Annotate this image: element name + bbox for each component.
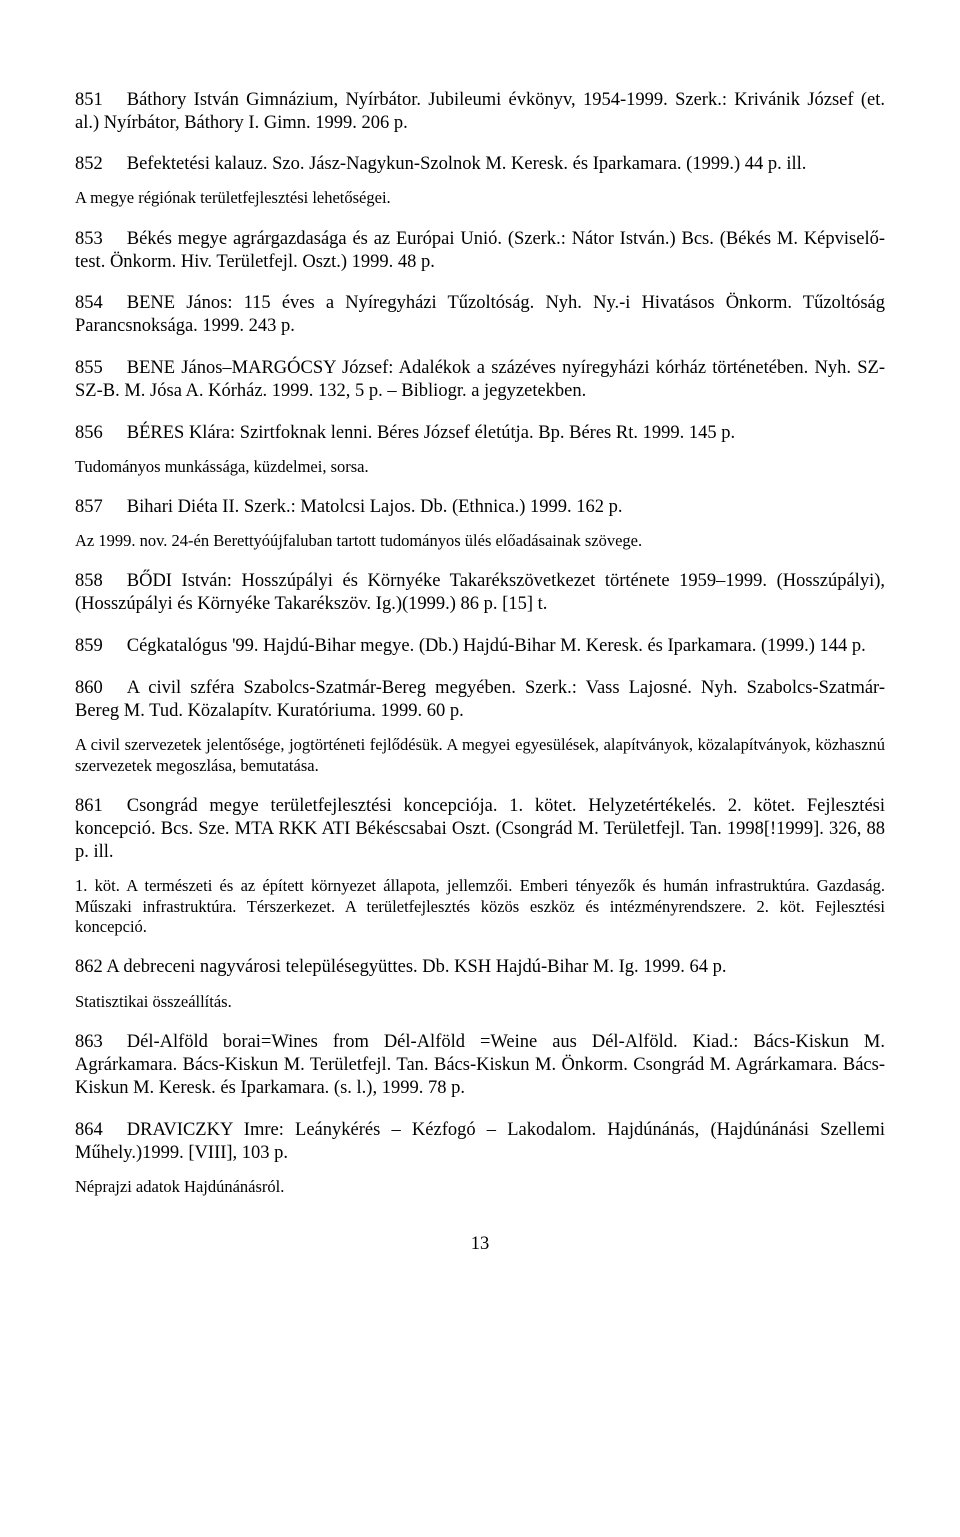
bibliography-entry: 855BENE János–MARGÓCSY József: Adalékok … [75,357,885,403]
bibliography-entry: 857 Bihari Diéta II. Szerk.: Matolcsi Laj… [75,496,885,519]
entry-number: 860 [75,678,103,698]
entry-text: BENE János–MARGÓCSY József: Adalékok a s… [75,358,885,401]
bibliography-entry: 862 A debreceni nagyvárosi településegyü… [75,956,885,979]
bibliography-entry: 856 BÉRES Klára: Szirtfoknak lenni. Béres… [75,422,885,445]
entry-text: A civil szféra Szabolcs-Szatmár-Bereg me… [75,678,885,721]
entry-text: BÉRES Klára: Szirtfoknak lenni. Béres Jó… [127,423,735,443]
entry-text: A debreceni nagyvárosi településegyüttes… [106,957,726,977]
bibliography-entry: 861Csongrád megye területfejlesztési kon… [75,795,885,864]
bibliography-entry: 853Békés megye agrárgazdasága és az Euró… [75,228,885,274]
entry-text: BENE János: 115 éves a Nyíregyházi Tűzol… [75,293,885,336]
entry-text: Bihari Diéta II. Szerk.: Matolcsi Lajos.… [127,497,623,517]
entry-number: 861 [75,796,103,816]
entry-note: Az 1999. nov. 24-én Berettyóújfaluban ta… [75,531,885,552]
entry-number: 852 [75,154,103,174]
bibliography-entry: 851Báthory István Gimnázium, Nyírbátor. … [75,89,885,135]
bibliography-entry: 852 Befektetési kalauz. Szo. Jász-Nagykun… [75,153,885,176]
bibliography-entry: 863Dél-Alföld borai=Wines from Dél-Alföl… [75,1031,885,1100]
entry-number: 862 [75,957,103,977]
entry-number: 858 [75,571,103,591]
bibliography-entry: 854BENE János: 115 éves a Nyíregyházi Tű… [75,292,885,338]
entry-note: Néprajzi adatok Hajdúnánásról. [75,1177,885,1198]
entry-number: 864 [75,1120,103,1140]
entry-number: 851 [75,90,103,110]
entry-text: Dél-Alföld borai=Wines from Dél-Alföld =… [75,1032,885,1098]
entry-text: DRAVICZKY Imre: Leánykérés – Kézfogó – L… [75,1120,885,1163]
entry-text: Befektetési kalauz. Szo. Jász-Nagykun-Sz… [127,154,807,174]
entry-number: 853 [75,229,103,249]
entry-text: Csongrád megye területfejlesztési koncep… [75,796,885,862]
entry-number: 856 [75,423,103,443]
bibliography-entry: 864DRAVICZKY Imre: Leánykérés – Kézfogó … [75,1119,885,1165]
entry-text: BŐDI István: Hosszúpályi és Környéke Tak… [75,571,885,614]
entry-text: Békés megye agrárgazdasága és az Európai… [75,229,885,272]
bibliography-list: 851Báthory István Gimnázium, Nyírbátor. … [75,89,885,1198]
entry-number: 855 [75,358,103,378]
entry-text: Cégkatalógus '99. Hajdú-Bihar megye. (Db… [127,636,866,656]
entry-note: A megye régiónak területfejlesztési lehe… [75,188,885,209]
entry-note: 1. köt. A természeti és az épített körny… [75,876,885,938]
entry-text: Báthory István Gimnázium, Nyírbátor. Jub… [75,90,885,133]
bibliography-entry: 860A civil szféra Szabolcs-Szatmár-Bereg… [75,677,885,723]
entry-number: 863 [75,1032,103,1052]
page-number: 13 [75,1233,885,1256]
entry-number: 857 [75,497,103,517]
entry-number: 854 [75,293,103,313]
entry-number: 859 [75,636,103,656]
entry-note: Tudományos munkássága, küzdelmei, sorsa. [75,457,885,478]
bibliography-entry: 858BŐDI István: Hosszúpályi és Környéke … [75,570,885,616]
entry-note: A civil szervezetek jelentősége, jogtört… [75,735,885,776]
bibliography-entry: 859 Cégkatalógus '99. Hajdú-Bihar megye. … [75,635,885,658]
entry-note: Statisztikai összeállítás. [75,992,885,1013]
